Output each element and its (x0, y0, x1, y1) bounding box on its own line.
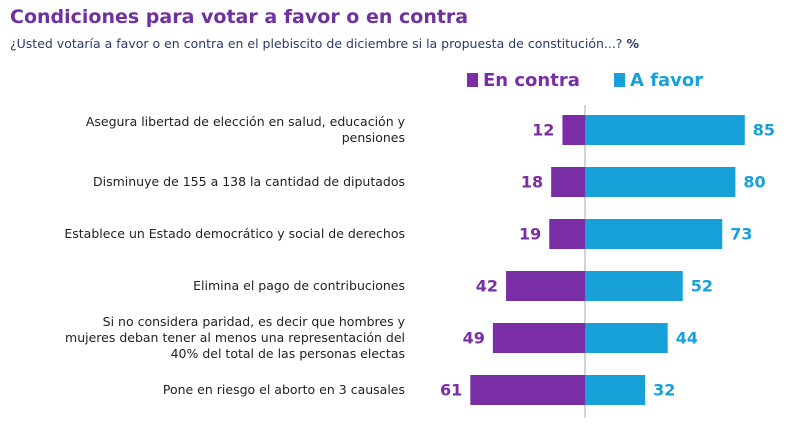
subtitle-text: ¿Usted votaría a favor o en contra en el… (10, 36, 623, 51)
legend-label: En contra (483, 70, 580, 91)
bar (549, 219, 585, 249)
bar (551, 167, 585, 197)
bar (585, 115, 745, 145)
value-label: 19 (519, 225, 541, 244)
legend-swatch (467, 73, 478, 87)
value-label: 44 (676, 329, 698, 348)
category-label: Disminuye de 155 a 138 la cantidad de di… (92, 174, 405, 189)
chart-subtitle: ¿Usted votaría a favor o en contra en el… (10, 36, 639, 51)
value-label: 61 (440, 381, 462, 400)
bar (470, 375, 585, 405)
legend-swatch (614, 73, 625, 87)
bar (585, 219, 723, 249)
bar (585, 375, 646, 405)
chart-title: Condiciones para votar a favor o en cont… (10, 6, 469, 28)
bar (585, 271, 683, 301)
bar (506, 271, 585, 301)
bar (585, 323, 668, 353)
category-label: Elimina el pago de contribuciones (193, 278, 405, 293)
value-label: 85 (753, 121, 775, 140)
value-label: 73 (730, 225, 752, 244)
value-label: 12 (532, 121, 554, 140)
bar (562, 115, 585, 145)
value-label: 42 (476, 277, 498, 296)
category-label: Establece un Estado democrático y social… (64, 226, 405, 241)
legend-label: A favor (630, 70, 703, 91)
value-label: 80 (743, 173, 765, 192)
category-label: Si no considera paridad, es decir que ho… (65, 314, 405, 361)
bar (585, 167, 736, 197)
category-label: Pone en riesgo el aborto en 3 causales (162, 382, 405, 397)
value-label: 49 (463, 329, 485, 348)
value-label: 52 (691, 277, 713, 296)
value-label: 32 (653, 381, 675, 400)
value-label: 18 (521, 173, 543, 192)
bar (492, 323, 585, 353)
subtitle-unit: % (626, 36, 639, 51)
category-label: Asegura libertad de elección en salud, e… (85, 114, 405, 145)
